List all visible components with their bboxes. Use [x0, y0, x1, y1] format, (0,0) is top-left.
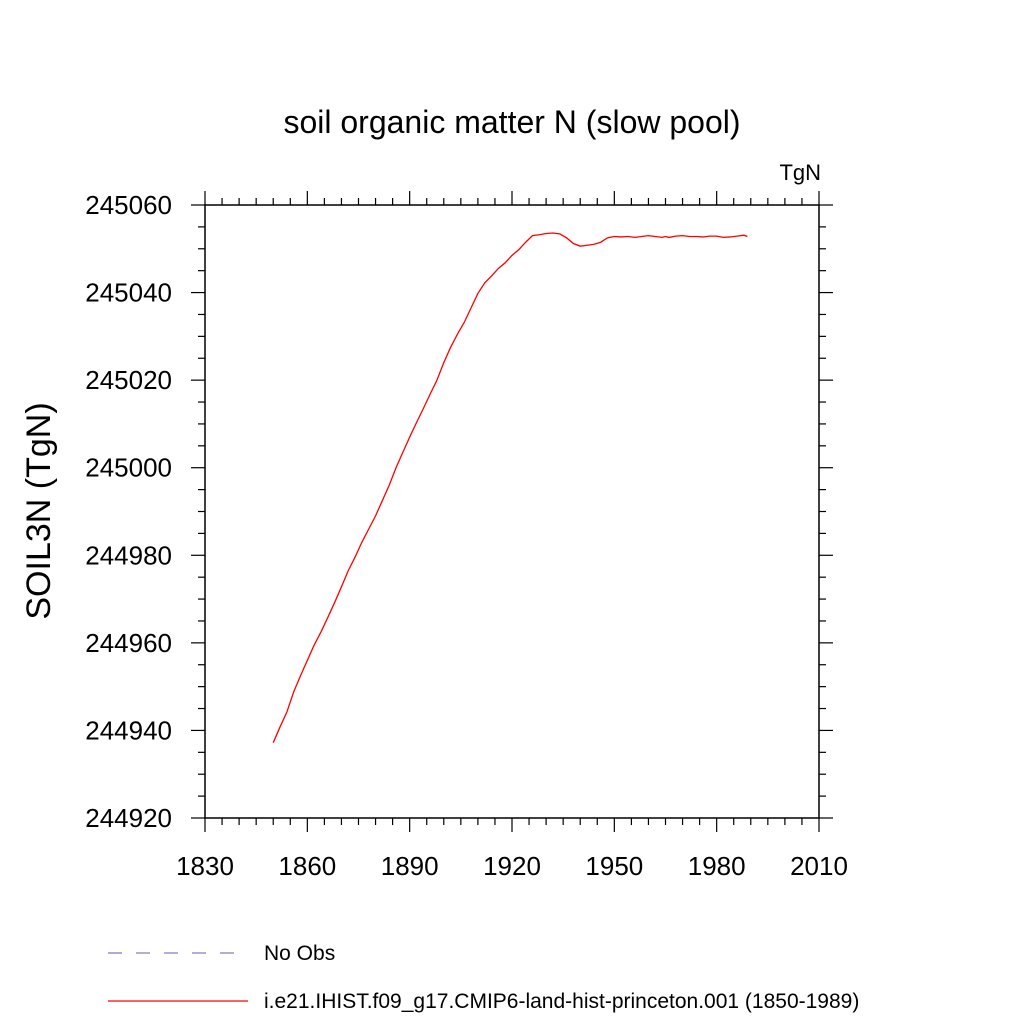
x-tick-label: 1950: [585, 851, 643, 881]
x-tick-label: 1830: [176, 851, 234, 881]
x-tick-label: 2010: [790, 851, 848, 881]
y-tick-label: 245040: [85, 278, 172, 308]
x-tick-label: 1980: [688, 851, 746, 881]
legend-label-no-obs: No Obs: [264, 942, 335, 965]
tick-labels: 1830 1860 1890 1920 1950 1980 2010 244920 244940…: [85, 190, 848, 881]
series-group: [272, 232, 748, 743]
legend: No Obs i.e21.IHIST.f09_g17.CMIP6-land-hi…: [108, 942, 859, 1013]
plot-frame: [204, 204, 820, 819]
units-label: TgN: [779, 160, 821, 185]
y-axis-label: SOIL3N (TgN): [20, 402, 58, 619]
chart-title: soil organic matter N (slow pool): [283, 104, 740, 140]
y-tick-label: 244940: [85, 715, 172, 745]
y-tick-label: 245020: [85, 365, 172, 395]
y-tick-label: 245060: [85, 190, 172, 220]
y-tick-label: 245000: [85, 453, 172, 483]
legend-label-model: i.e21.IHIST.f09_g17.CMIP6-land-hist-prin…: [264, 990, 859, 1013]
x-tick-label: 1890: [381, 851, 439, 881]
series-line-0: [272, 232, 748, 743]
x-tick-label: 1860: [278, 851, 336, 881]
y-tick-label: 244920: [85, 803, 172, 833]
axis-ticks: [191, 191, 833, 832]
y-tick-label: 244960: [85, 628, 172, 658]
x-tick-label: 1920: [483, 851, 541, 881]
y-tick-label: 244980: [85, 540, 172, 570]
